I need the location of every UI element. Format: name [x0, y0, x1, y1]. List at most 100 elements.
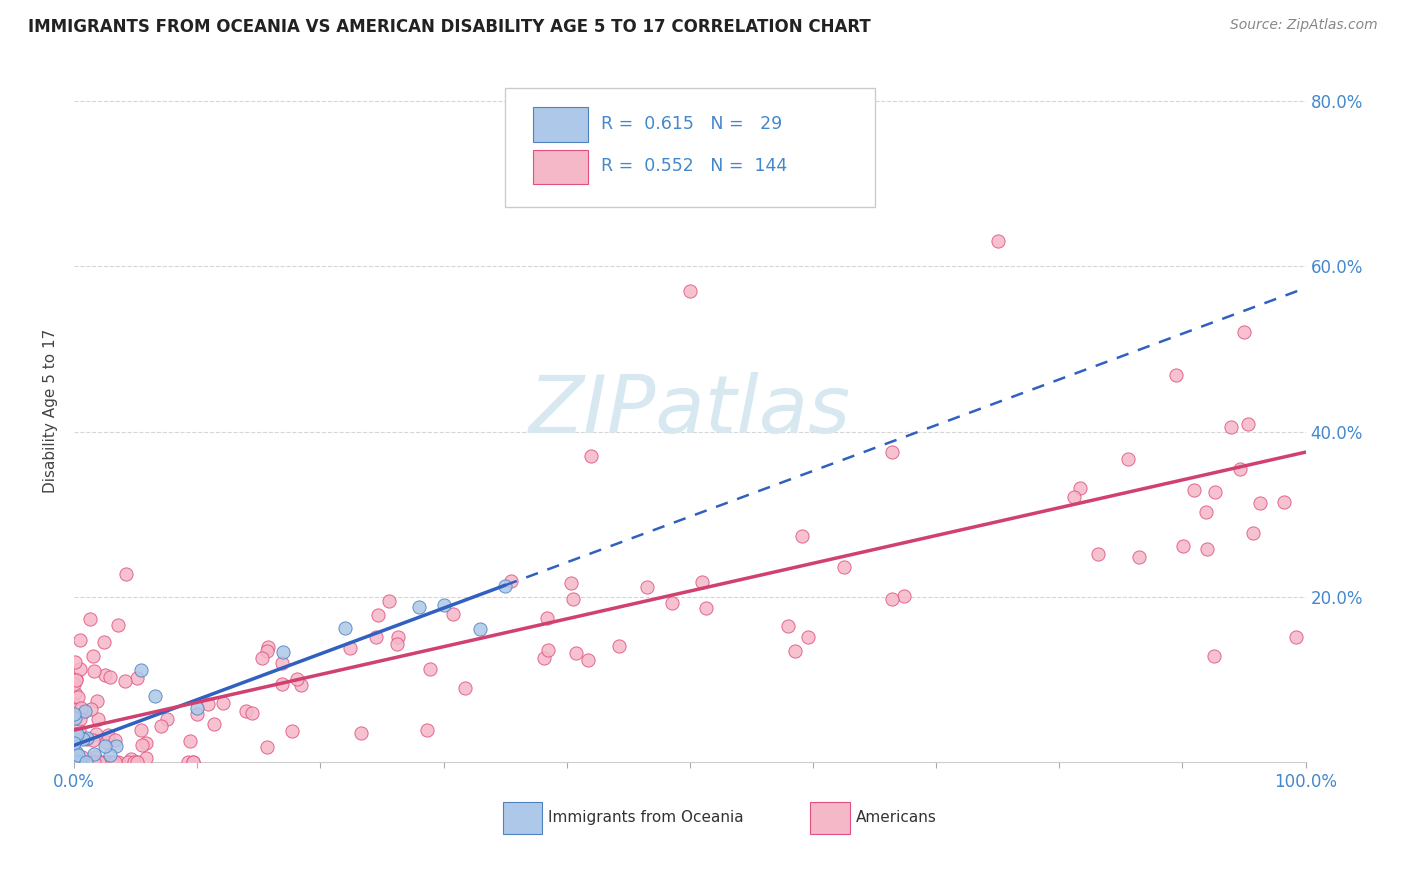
- Point: [66, 748, 89, 763]
- Point: [827, 177, 849, 191]
- Point: [273, 645, 295, 659]
- Point: [212, 696, 235, 710]
- Point: [94, 739, 117, 754]
- Point: [1063, 490, 1085, 504]
- Point: [87, 712, 110, 726]
- Point: [235, 704, 257, 718]
- Point: [1202, 649, 1225, 664]
- Point: [63, 697, 86, 711]
- Point: [65, 672, 87, 686]
- Point: [83, 747, 105, 762]
- Point: [387, 630, 409, 644]
- Point: [66, 756, 89, 770]
- Point: [250, 650, 273, 665]
- Point: [87, 756, 110, 770]
- Point: [72, 732, 94, 747]
- Point: [1219, 420, 1241, 434]
- Point: [181, 756, 204, 770]
- Point: [98, 670, 121, 684]
- Point: [1236, 417, 1258, 431]
- Point: [367, 607, 389, 622]
- Point: [661, 597, 683, 611]
- Point: [83, 756, 105, 770]
- Point: [131, 738, 153, 752]
- Point: [70, 756, 93, 770]
- Point: [117, 756, 139, 770]
- Point: [783, 644, 806, 658]
- Point: [1118, 451, 1140, 466]
- Point: [83, 756, 105, 770]
- Point: [453, 681, 475, 696]
- Point: [76, 731, 98, 745]
- Point: [70, 750, 93, 764]
- Point: [82, 649, 104, 664]
- Point: [69, 712, 91, 726]
- Point: [69, 756, 91, 770]
- Point: [581, 450, 603, 464]
- Point: [98, 756, 121, 770]
- Point: [679, 284, 702, 298]
- Point: [270, 676, 292, 690]
- Point: [70, 756, 93, 770]
- Point: [607, 639, 630, 653]
- Point: [415, 723, 437, 737]
- Point: [104, 756, 127, 770]
- Point: [100, 756, 122, 770]
- Point: [75, 704, 97, 718]
- Point: [63, 756, 86, 770]
- Point: [79, 612, 101, 626]
- Point: [63, 731, 86, 746]
- Point: [565, 646, 588, 660]
- Point: [75, 756, 97, 770]
- Point: [105, 739, 128, 753]
- FancyBboxPatch shape: [505, 87, 875, 207]
- Point: [149, 719, 172, 733]
- Point: [197, 697, 219, 711]
- Point: [83, 664, 105, 678]
- Point: [576, 653, 599, 667]
- Point: [1241, 525, 1264, 540]
- Point: [63, 655, 86, 669]
- Point: [432, 598, 454, 612]
- Point: [93, 634, 115, 648]
- Point: [240, 706, 263, 720]
- Point: [143, 689, 166, 703]
- Point: [419, 662, 441, 676]
- Point: [494, 579, 516, 593]
- Point: [1233, 326, 1256, 340]
- Point: [1069, 482, 1091, 496]
- Text: IMMIGRANTS FROM OCEANIA VS AMERICAN DISABILITY AGE 5 TO 17 CORRELATION CHART: IMMIGRANTS FROM OCEANIA VS AMERICAN DISA…: [28, 18, 870, 36]
- Point: [271, 656, 294, 670]
- FancyBboxPatch shape: [533, 150, 588, 184]
- Point: [127, 756, 149, 770]
- Point: [470, 622, 492, 636]
- Point: [96, 735, 118, 749]
- Point: [63, 711, 86, 725]
- Point: [80, 756, 103, 770]
- Point: [115, 566, 138, 581]
- Point: [124, 756, 146, 770]
- Point: [120, 752, 142, 766]
- Point: [66, 756, 89, 770]
- Point: [156, 712, 179, 726]
- Point: [65, 748, 87, 763]
- FancyBboxPatch shape: [502, 802, 543, 834]
- Point: [127, 756, 149, 770]
- Point: [93, 756, 115, 770]
- Point: [66, 701, 89, 715]
- Point: [1182, 483, 1205, 497]
- Point: [70, 705, 93, 719]
- Point: [94, 756, 117, 770]
- Point: [181, 756, 204, 770]
- Point: [692, 575, 714, 590]
- Point: [1197, 541, 1219, 556]
- Point: [333, 621, 356, 635]
- Point: [86, 694, 108, 708]
- Point: [65, 726, 87, 740]
- Point: [880, 444, 903, 458]
- Point: [76, 731, 98, 746]
- Point: [63, 733, 86, 747]
- Point: [82, 756, 104, 770]
- Point: [256, 643, 278, 657]
- Point: [562, 591, 585, 606]
